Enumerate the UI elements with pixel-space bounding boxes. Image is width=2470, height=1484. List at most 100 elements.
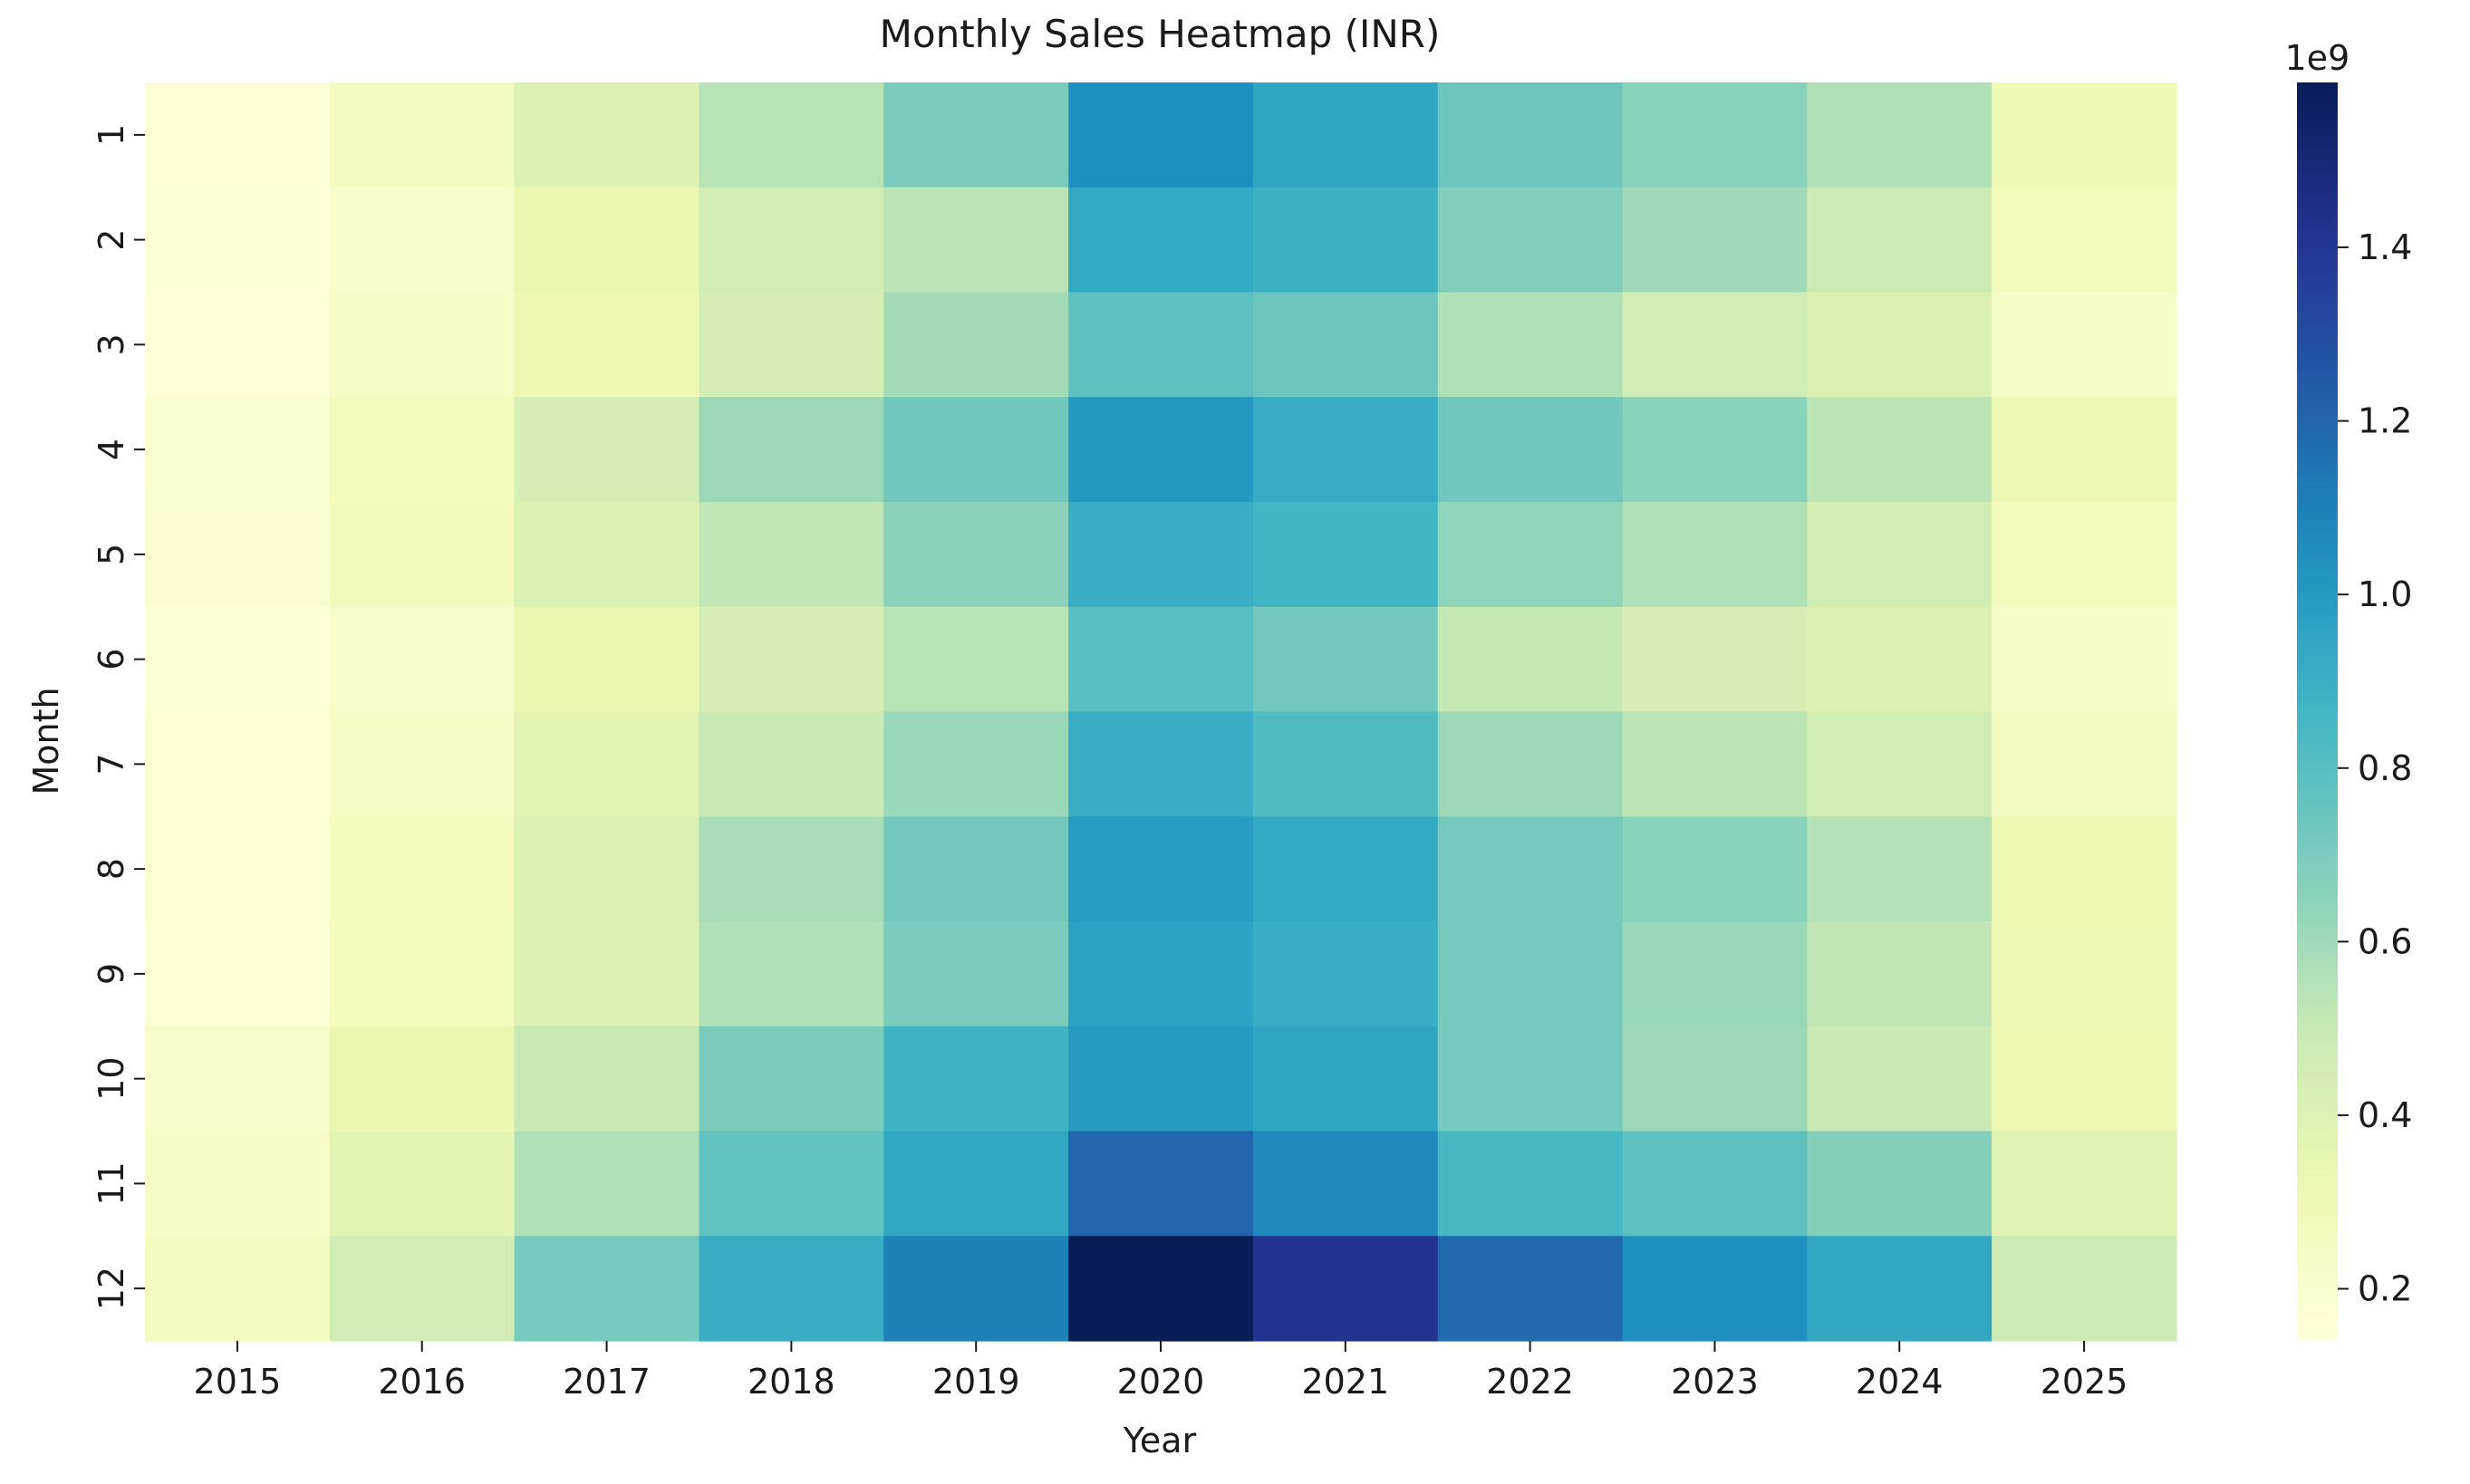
heatmap-cell-1-2016	[329, 82, 516, 188]
y-tick-label: 7	[92, 753, 131, 775]
heatmap-cell-6-2020	[1068, 606, 1254, 713]
colorbar: 0.2 0.4 0.6 0.8 1.0 1.2 1.4 1e9	[2285, 38, 2412, 1341]
x-axis: 2015 2016 2017 2018 2019 2020 2021 2022 2023 2024…	[194, 1341, 2127, 1402]
heatmap-cell-1-2020	[1068, 82, 1254, 188]
heatmap-cell-3-2017	[514, 292, 700, 398]
heatmap-cell-11-2022	[1437, 1131, 1624, 1237]
y-tick-label: 5	[92, 544, 131, 565]
x-tick-label: 2018	[748, 1362, 835, 1402]
heatmap-cell-5-2016	[329, 502, 516, 608]
heatmap-cell-5-2022	[1437, 502, 1624, 608]
heatmap-cells	[145, 82, 2177, 1342]
heatmap-cell-4-2019	[883, 397, 1069, 503]
heatmap-cell-9-2019	[883, 921, 1069, 1027]
heatmap-cell-7-2020	[1068, 711, 1254, 817]
heatmap-cell-12-2016	[329, 1236, 516, 1342]
heatmap-cell-6-2024	[1807, 606, 1992, 713]
heatmap-cell-2-2021	[1252, 187, 1439, 294]
heatmap-cell-7-2017	[514, 711, 700, 817]
heatmap-cell-12-2015	[145, 1236, 331, 1342]
heatmap-cell-9-2022	[1437, 921, 1624, 1027]
heatmap-cell-3-2024	[1807, 292, 1992, 398]
heatmap-cell-11-2016	[329, 1131, 516, 1237]
heatmap-cell-8-2024	[1807, 816, 1992, 922]
colorbar-tick-label: 0.2	[2358, 1269, 2412, 1309]
heatmap-cell-5-2025	[1992, 502, 2177, 608]
heatmap-cell-2-2024	[1807, 187, 1992, 294]
heatmap-cell-8-2023	[1622, 816, 1808, 922]
heatmap-cell-11-2025	[1992, 1131, 2177, 1237]
heatmap-cell-9-2015	[145, 921, 331, 1027]
heatmap-cell-9-2023	[1622, 921, 1808, 1027]
heatmap-cell-11-2017	[514, 1131, 700, 1237]
heatmap-cell-3-2023	[1622, 292, 1808, 398]
heatmap-cell-1-2023	[1622, 82, 1808, 188]
x-tick-label: 2015	[194, 1362, 282, 1402]
heatmap-cell-8-2018	[699, 816, 884, 922]
chart-title: Monthly Sales Heatmap (INR)	[880, 12, 1441, 56]
heatmap-cell-5-2021	[1252, 502, 1439, 608]
heatmap-cell-11-2024	[1807, 1131, 1992, 1237]
heatmap-cell-9-2017	[514, 921, 700, 1027]
y-tick-label: 10	[92, 1056, 131, 1100]
heatmap-cell-7-2024	[1807, 711, 1992, 817]
heatmap-cell-3-2020	[1068, 292, 1254, 398]
heatmap-cell-8-2017	[514, 816, 700, 922]
x-tick-label: 2016	[378, 1362, 466, 1402]
colorbar-tick-label: 0.4	[2358, 1095, 2412, 1135]
y-tick-label: 6	[92, 649, 131, 670]
heatmap-cell-1-2021	[1252, 82, 1439, 188]
heatmap-cell-2-2022	[1437, 187, 1624, 294]
heatmap-cell-7-2019	[883, 711, 1069, 817]
heatmap-cell-12-2025	[1992, 1236, 2177, 1342]
heatmap-cell-3-2016	[329, 292, 516, 398]
heatmap-cell-6-2025	[1992, 606, 2177, 713]
y-tick-label: 8	[92, 858, 131, 880]
heatmap-cell-8-2015	[145, 816, 331, 922]
heatmap-cell-1-2015	[145, 82, 331, 188]
heatmap-cell-3-2025	[1992, 292, 2177, 398]
heatmap-cell-12-2019	[883, 1236, 1069, 1342]
colorbar-tick-label: 0.6	[2358, 921, 2412, 961]
heatmap-cell-3-2018	[699, 292, 884, 398]
heatmap-cell-7-2021	[1252, 711, 1439, 817]
x-tick-label: 2023	[1671, 1362, 1759, 1402]
heatmap-cell-2-2015	[145, 187, 331, 294]
heatmap-cell-10-2018	[699, 1026, 884, 1132]
heatmap-cell-4-2024	[1807, 397, 1992, 503]
heatmap-cell-10-2015	[145, 1026, 331, 1132]
heatmap-cell-12-2024	[1807, 1236, 1992, 1342]
heatmap-cell-9-2025	[1992, 921, 2177, 1027]
heatmap-cell-8-2022	[1437, 816, 1624, 922]
heatmap-cell-12-2020	[1068, 1236, 1254, 1342]
heatmap-cell-5-2015	[145, 502, 331, 608]
heatmap-cell-2-2016	[329, 187, 516, 294]
heatmap-cell-4-2018	[699, 397, 884, 503]
heatmap-cell-6-2016	[329, 606, 516, 713]
colorbar-tick-label: 0.8	[2358, 748, 2412, 788]
heatmap-cell-9-2016	[329, 921, 516, 1027]
x-tick-label: 2022	[1486, 1362, 1574, 1402]
y-tick-label: 4	[92, 438, 131, 460]
heatmap-cell-6-2021	[1252, 606, 1439, 713]
y-tick-label: 11	[92, 1161, 131, 1205]
heatmap-cell-1-2022	[1437, 82, 1624, 188]
y-tick-label: 12	[92, 1267, 131, 1310]
heatmap-cell-4-2022	[1437, 397, 1624, 503]
heatmap-cell-7-2015	[145, 711, 331, 817]
heatmap-cell-7-2016	[329, 711, 516, 817]
heatmap-cell-11-2021	[1252, 1131, 1439, 1237]
heatmap-cell-8-2021	[1252, 816, 1439, 922]
heatmap-cell-2-2020	[1068, 187, 1254, 294]
heatmap-cell-3-2019	[883, 292, 1069, 398]
heatmap-cell-6-2015	[145, 606, 331, 713]
heatmap-cell-1-2017	[514, 82, 700, 188]
heatmap-cell-5-2018	[699, 502, 884, 608]
heatmap-cell-10-2025	[1992, 1026, 2177, 1132]
colorbar-gradient	[2297, 82, 2338, 1341]
colorbar-tick-label: 1.2	[2358, 401, 2412, 441]
heatmap-cell-4-2021	[1252, 397, 1439, 503]
x-tick-label: 2024	[1856, 1362, 1944, 1402]
heatmap-cell-6-2017	[514, 606, 700, 713]
